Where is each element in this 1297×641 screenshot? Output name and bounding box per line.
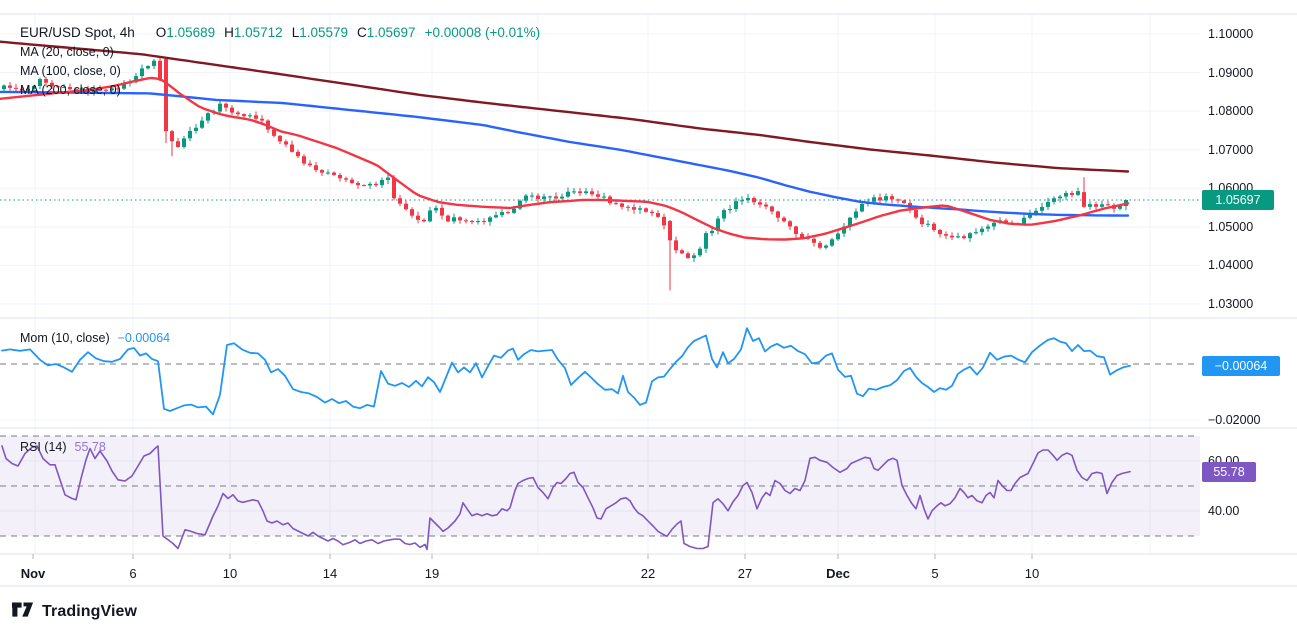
time-axis-label: 22 (640, 566, 656, 581)
low-label: L (291, 25, 300, 40)
ma20-legend-label: MA (20, close, 0) (20, 45, 114, 59)
change-value: +0.00008 (+0.01%) (424, 25, 541, 40)
price-axis-label: 1.09000 (1208, 65, 1254, 80)
close-value: 1.05697 (366, 25, 416, 40)
time-axis-label: 6 (129, 566, 137, 581)
rsi-legend[interactable]: RSI (14) 55.78 (20, 439, 106, 455)
rsi-legend-value: 55.78 (74, 440, 106, 454)
tradingview-logo[interactable]: TradingView (12, 602, 137, 621)
ma100-legend-label: MA (100, close, 0) (20, 64, 121, 78)
tradingview-logo-text: TradingView (42, 602, 138, 620)
price-axis-label: 1.07000 (1208, 142, 1254, 157)
rsi-axis-label: 40.00 (1208, 504, 1240, 518)
rsi-badge: 55.78 (1202, 461, 1256, 482)
open-label: O (155, 25, 167, 40)
time-axis-label: Nov (20, 566, 46, 581)
price-axis-label: 1.08000 (1208, 104, 1254, 119)
time-axis-label: 10 (1024, 566, 1040, 581)
symbol-legend[interactable]: EUR/USD Spot, 4h O1.05689 H1.05712 L1.05579… (20, 24, 540, 42)
open-value: 1.05689 (166, 25, 216, 40)
momentum-badge: −0.00064 (1202, 355, 1280, 376)
price-axis-label: 1.10000 (1208, 27, 1254, 41)
momentum-legend-value: −0.00064 (117, 331, 171, 345)
close-label: C (357, 25, 367, 40)
time-axis-label: 10 (222, 566, 238, 581)
time-axis-label: 5 (931, 566, 939, 581)
ma200-legend[interactable]: MA (200, close, 0) (20, 82, 121, 98)
time-axis-label: 19 (424, 566, 440, 581)
high-value: 1.05712 (233, 25, 283, 40)
price-badge: 1.05697 (1202, 189, 1274, 210)
low-value: 1.05579 (299, 25, 349, 40)
momentum-axis-label: −0.02000 (1208, 413, 1261, 427)
momentum-legend[interactable]: Mom (10, close) −0.00064 (20, 330, 170, 346)
tradingview-icon (12, 602, 34, 617)
price-axis-label: 1.05000 (1208, 219, 1254, 234)
price-axis-label: 1.03000 (1208, 296, 1254, 311)
symbol-title: EUR/USD Spot, 4h (20, 25, 135, 40)
time-axis-label: 14 (322, 566, 338, 581)
time-axis-label: 27 (737, 566, 753, 581)
rsi-legend-label: RSI (14) (20, 440, 67, 454)
ma20-legend[interactable]: MA (20, close, 0) (20, 44, 114, 60)
ma100-legend[interactable]: MA (100, close, 0) (20, 63, 121, 79)
price-axis-label: 1.04000 (1208, 258, 1254, 273)
high-label: H (224, 25, 234, 40)
momentum-legend-label: Mom (10, close) (20, 331, 110, 345)
time-axis-label: Dec (826, 566, 850, 581)
ma200-legend-label: MA (200, close, 0) (20, 83, 121, 97)
